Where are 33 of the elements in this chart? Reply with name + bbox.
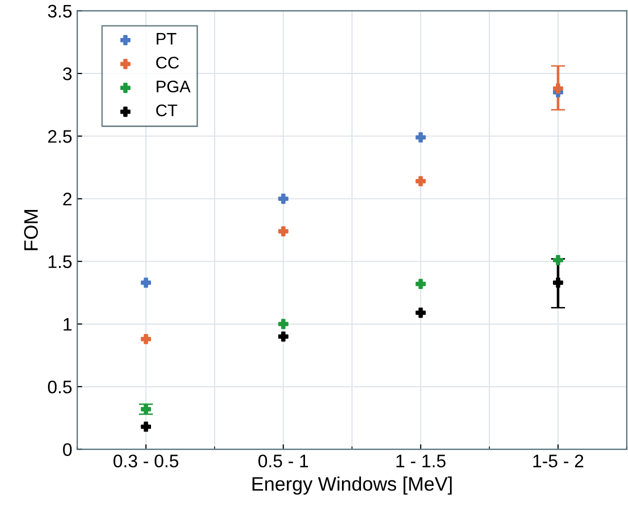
point [552,278,564,288]
legend-label: CT [156,104,178,116]
x-tick-label: 1 - 1.5 [396,454,446,468]
point [278,318,288,330]
point [416,308,426,318]
point [140,334,152,344]
x-axis-title: Energy Windows [MeV] [252,476,452,495]
point [552,83,564,94]
legend-label: PT [156,33,176,45]
point [278,226,288,236]
point [140,422,152,432]
y-tick-label: 3.5 [48,4,72,18]
point [278,331,288,342]
legend-label: CC [156,56,179,69]
legend-label: PGA [156,80,191,92]
y-tick-label: 1.5 [48,256,72,268]
x-tick-label: 1-5 - 2 [533,454,584,468]
point [416,278,426,290]
y-tick-label: 0.5 [48,380,72,394]
point [416,176,426,186]
y-tick-label: 1 [64,318,72,331]
point [140,404,152,414]
y-tick-label: 0 [63,443,72,456]
x-tick-label: 0.3 - 0.5 [114,454,178,468]
y-tick-label: 2 [63,192,72,206]
x-tick-label: 0.5 - 1 [258,454,308,468]
point [552,255,564,266]
y-tick-label: 3 [63,67,72,80]
y-axis-title: FOM [24,210,38,250]
point [278,194,288,204]
y-tick-label: 2.5 [48,130,72,143]
point [140,278,152,288]
point [416,132,426,142]
